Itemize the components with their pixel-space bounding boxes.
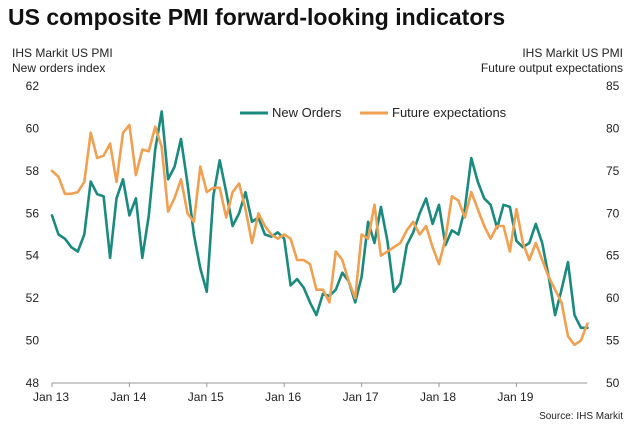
x-tick-label: Jan 18 — [420, 390, 456, 404]
left-axis-title-line-2: New orders index — [12, 61, 106, 75]
x-tick-label: Jan 19 — [497, 390, 533, 404]
legend-label-future-expectations: Future expectations — [392, 105, 507, 120]
left-tick-label: 52 — [26, 291, 40, 305]
x-tick-label: Jan 14 — [110, 390, 146, 404]
right-tick-label: 50 — [606, 376, 620, 390]
right-tick-label: 85 — [606, 79, 620, 93]
left-tick-label: 62 — [26, 79, 40, 93]
x-axis: Jan 13 Jan 14 Jan 15 Jan 16 Jan 17 Jan 18 Jan … — [33, 383, 534, 404]
x-tick-label: Jan 15 — [188, 390, 224, 404]
right-tick-label: 55 — [606, 334, 620, 348]
legend: New Orders Future expectations — [240, 105, 507, 120]
source-note: Source: IHS Markit — [539, 411, 623, 422]
legend-label-new-orders: New Orders — [272, 105, 342, 120]
left-tick-label: 56 — [26, 206, 40, 220]
right-tick-label: 80 — [606, 121, 620, 135]
left-tick-label: 58 — [26, 164, 40, 178]
right-y-axis: 50 55 60 65 70 75 80 85 — [606, 79, 620, 390]
series-line-future-expectations — [50, 123, 589, 347]
left-tick-label: 50 — [26, 334, 40, 348]
left-axis-title-line-1: IHS Markit US PMI — [12, 46, 113, 60]
left-tick-label: 48 — [26, 376, 40, 390]
x-tick-label: Jan 16 — [265, 390, 301, 404]
chart-title: US composite PMI forward-looking indicat… — [8, 4, 506, 30]
left-y-axis: 48 50 52 54 56 58 60 62 — [26, 79, 40, 390]
right-tick-label: 75 — [606, 164, 620, 178]
right-axis-title-line-2: Future output expectations — [480, 61, 623, 75]
left-axis-title: IHS Markit US PMI New orders index — [12, 46, 113, 76]
left-tick-label: 60 — [26, 121, 40, 135]
series-line-new-orders — [50, 110, 589, 330]
x-tick-label: Jan 17 — [343, 390, 379, 404]
right-tick-label: 65 — [606, 249, 620, 263]
left-tick-label: 54 — [26, 249, 40, 263]
right-axis-title: IHS Markit US PMI Future output expectat… — [481, 46, 623, 76]
right-tick-label: 70 — [606, 206, 620, 220]
x-tick-label: Jan 13 — [33, 390, 69, 404]
right-axis-title-line-1: IHS Markit US PMI — [522, 46, 623, 60]
right-tick-label: 60 — [606, 291, 620, 305]
series-lines — [50, 110, 589, 347]
